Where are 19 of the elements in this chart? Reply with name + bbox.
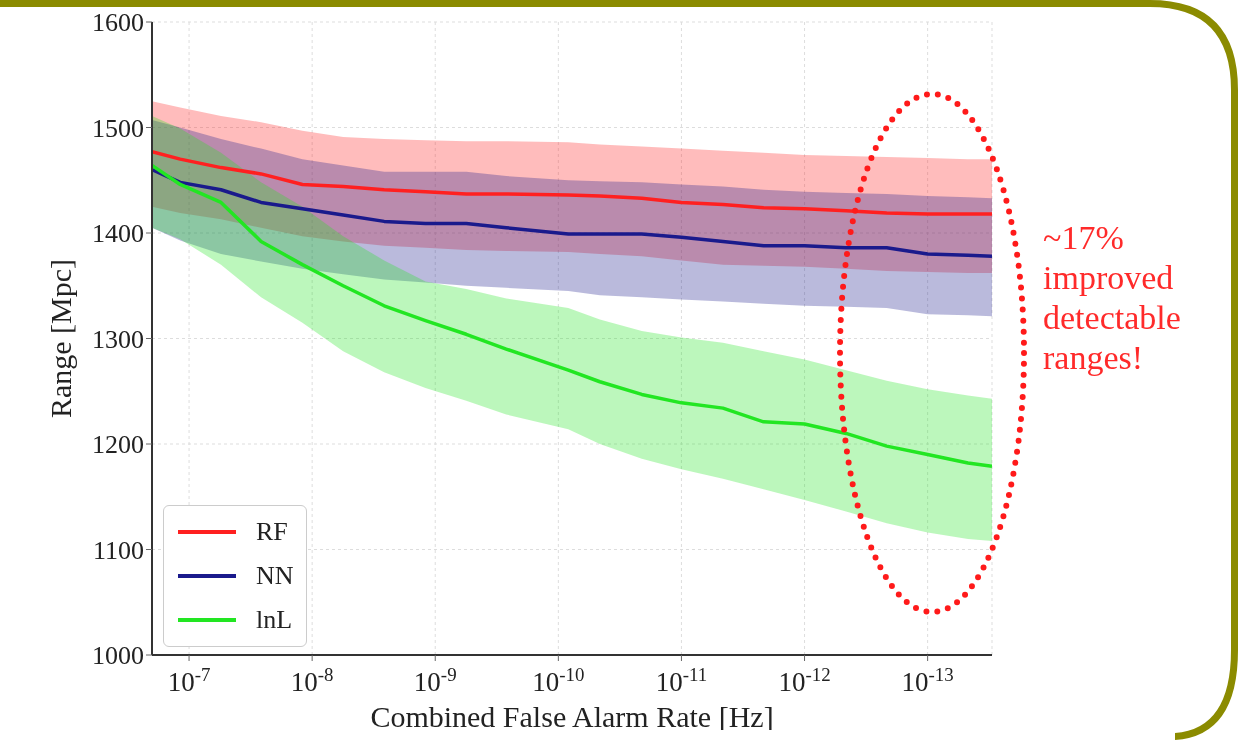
x-tick-label: 10$^{-7}$ — [167, 663, 211, 697]
y-tick-label: 1300 — [92, 324, 144, 354]
legend-label: NN — [256, 561, 294, 591]
text: ~17% improved detectable ranges! — [1043, 218, 1182, 378]
y-tick-label: 1500 — [92, 113, 144, 143]
x-tick-label: 10$^{-11}$ — [655, 663, 708, 697]
y-tick-label: 1100 — [92, 535, 144, 565]
x-tick-label: 10$^{-13}$ — [901, 663, 954, 697]
x-tick-label: 10$^{-12}$ — [778, 663, 831, 697]
y-tick-label: 1000 — [92, 641, 144, 671]
y-tick-label: 1600 — [92, 8, 144, 38]
y-tick-label: 1400 — [92, 219, 144, 249]
x-tick-label: 10$^{-10}$ — [532, 663, 585, 697]
x-tick-label: 10$^{-9}$ — [413, 663, 457, 697]
y-axis-title: Range [Mpc] — [43, 258, 77, 419]
legend-label: RF — [256, 517, 288, 547]
legend-label: lnL — [256, 605, 293, 635]
x-tick-label: 10$^{-8}$ — [290, 663, 334, 697]
y-tick-label: 1200 — [92, 430, 144, 460]
